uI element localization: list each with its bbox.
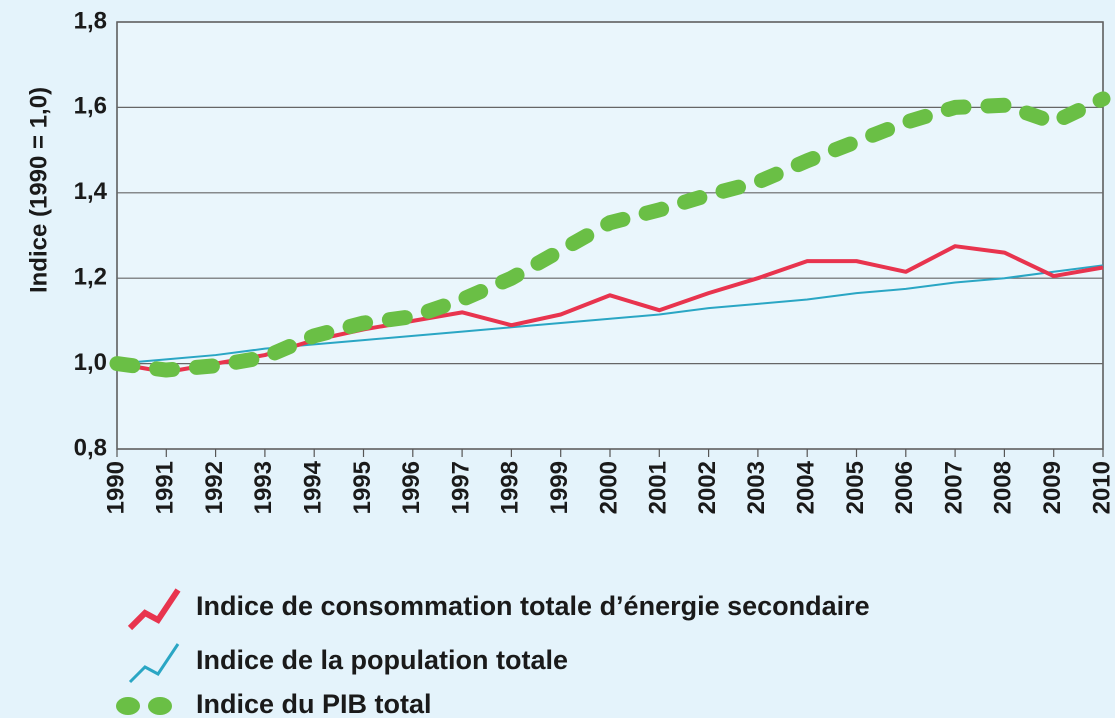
- x-tick-label: 1999: [546, 461, 573, 514]
- legend-icon: [128, 643, 180, 684]
- y-tick-label: 1,4: [74, 178, 108, 205]
- y-axis-label: Indice (1990 = 1,0): [25, 87, 52, 293]
- x-tick-label: 2005: [842, 461, 869, 514]
- plot-area: [116, 21, 1104, 450]
- series-line: [109, 91, 1111, 378]
- y-tick-label: 1,0: [74, 349, 107, 376]
- x-tick-label: 1992: [201, 461, 228, 514]
- legend-icon: [116, 697, 140, 715]
- x-tick-label: 1997: [447, 461, 474, 514]
- x-tick-label: 2000: [595, 461, 622, 514]
- legend-label: Indice de la population totale: [196, 645, 568, 675]
- x-tick-label: 1995: [349, 461, 376, 514]
- x-tick-label: 1993: [250, 461, 277, 514]
- x-tick-label: 2010: [1088, 461, 1115, 514]
- y-tick-label: 0,8: [74, 434, 107, 461]
- legend-label: Indice de consommation totale d’énergie …: [196, 591, 870, 621]
- legend-label: Indice du PIB total: [196, 689, 432, 718]
- x-tick-label: 2007: [940, 461, 967, 514]
- x-tick-label: 2003: [743, 461, 770, 514]
- x-tick-label: 2006: [891, 461, 918, 514]
- legend-icon: [127, 588, 181, 631]
- x-tick-label: 1996: [398, 461, 425, 514]
- y-tick-label: 1,8: [74, 7, 107, 34]
- x-tick-label: 1991: [152, 461, 179, 514]
- x-tick-label: 1998: [497, 461, 524, 514]
- y-tick-label: 1,2: [74, 264, 107, 291]
- x-tick-label: 2008: [990, 461, 1017, 514]
- y-tick-label: 1,6: [74, 93, 107, 120]
- x-tick-label: 1990: [102, 461, 129, 514]
- x-tick-label: 2001: [645, 461, 672, 514]
- x-tick-label: 2002: [694, 461, 721, 514]
- x-tick-label: 2004: [793, 460, 820, 514]
- x-tick-label: 1994: [300, 460, 327, 514]
- x-tick-label: 2009: [1039, 461, 1066, 514]
- legend-icon: [148, 697, 172, 715]
